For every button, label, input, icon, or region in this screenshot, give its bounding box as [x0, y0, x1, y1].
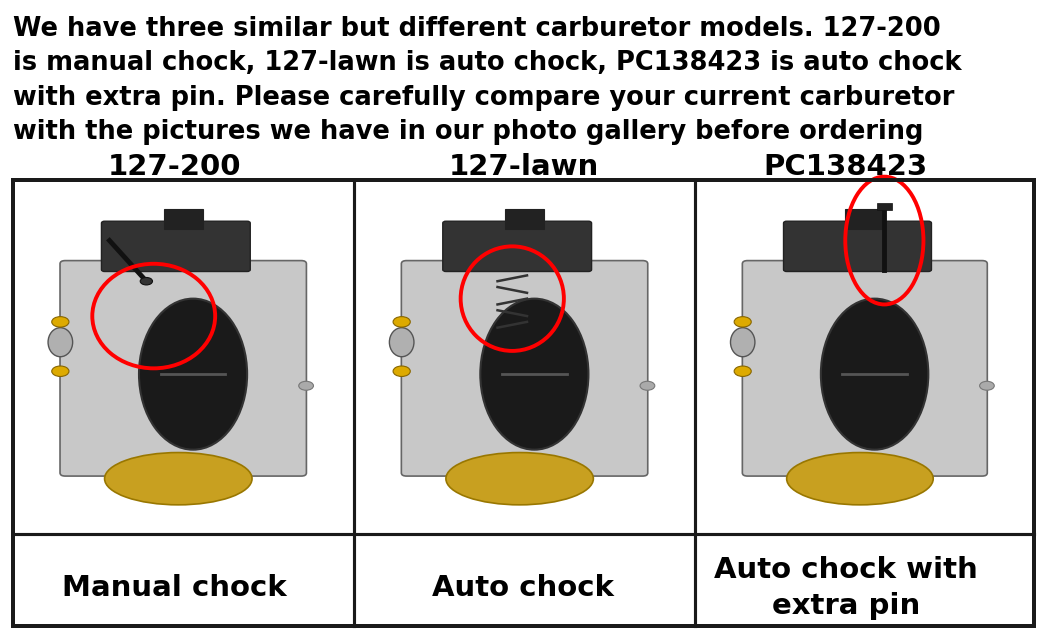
Text: Manual chock: Manual chock: [63, 574, 287, 602]
Circle shape: [734, 317, 752, 327]
Circle shape: [51, 366, 69, 376]
Bar: [354, 180, 695, 534]
Bar: [13, 180, 354, 534]
Circle shape: [734, 366, 752, 376]
Bar: [877, 203, 892, 210]
Circle shape: [393, 366, 410, 376]
FancyBboxPatch shape: [443, 221, 592, 271]
Circle shape: [640, 382, 654, 390]
Bar: [13, 180, 1034, 626]
Text: PC138423: PC138423: [764, 153, 928, 181]
Bar: [695, 180, 1034, 534]
Bar: [845, 208, 885, 229]
Text: Auto chock: Auto chock: [432, 574, 615, 602]
FancyBboxPatch shape: [401, 261, 648, 476]
Ellipse shape: [786, 452, 933, 505]
FancyBboxPatch shape: [60, 261, 307, 476]
Bar: [13, 180, 1034, 626]
Bar: [13, 180, 1034, 626]
Circle shape: [298, 382, 313, 390]
Ellipse shape: [389, 327, 414, 357]
FancyBboxPatch shape: [742, 261, 987, 476]
Circle shape: [393, 317, 410, 327]
Ellipse shape: [821, 299, 929, 450]
FancyBboxPatch shape: [102, 221, 250, 271]
Circle shape: [140, 278, 153, 285]
Circle shape: [980, 382, 995, 390]
Bar: [163, 208, 203, 229]
Ellipse shape: [731, 327, 755, 357]
Ellipse shape: [48, 327, 72, 357]
Ellipse shape: [105, 452, 252, 505]
Text: 127-lawn: 127-lawn: [448, 153, 599, 181]
Text: We have three similar but different carburetor models. 127-200
is manual chock, : We have three similar but different carb…: [13, 16, 961, 145]
Circle shape: [51, 317, 69, 327]
Text: Auto chock with
extra pin: Auto chock with extra pin: [714, 555, 978, 620]
Ellipse shape: [139, 299, 247, 450]
FancyBboxPatch shape: [783, 221, 932, 271]
Ellipse shape: [481, 299, 588, 450]
Text: 127-200: 127-200: [108, 153, 242, 181]
Bar: [505, 208, 544, 229]
Ellipse shape: [446, 452, 594, 505]
